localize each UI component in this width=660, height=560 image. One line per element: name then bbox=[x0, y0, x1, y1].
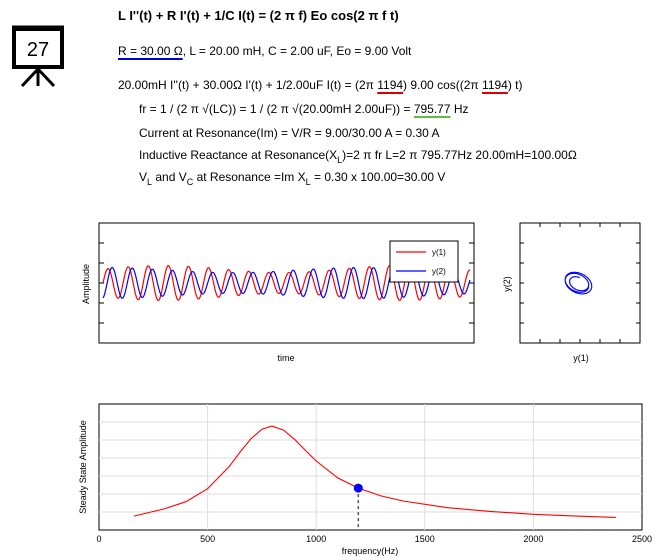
drive-frequency-2: 1194 bbox=[482, 78, 508, 92]
operating-point-marker bbox=[353, 483, 363, 493]
phase-plot-frame bbox=[519, 222, 641, 344]
resonant-frequency-line: fr = 1 / (2 π √(LC)) = 1 / (2 π √(20.00m… bbox=[139, 102, 469, 116]
time-plot: y(1) y(2) Amplitude time bbox=[81, 222, 475, 363]
slide-number-board: 27 bbox=[8, 24, 68, 88]
v-sub-2: C bbox=[186, 177, 194, 187]
time-plot-xlabel: time bbox=[277, 353, 294, 363]
legend-y2-label: y(2) bbox=[432, 267, 446, 276]
v-text-d: = 0.30 x 100.00=30.00 V bbox=[310, 170, 446, 184]
equation-part-1: 20.00mH I''(t) + 30.00Ω I'(t) + 1/2.00uF… bbox=[118, 78, 378, 92]
legend-y1-label: y(1) bbox=[432, 248, 446, 257]
phase-trajectory bbox=[564, 271, 593, 295]
time-plot-ticks bbox=[99, 242, 474, 324]
freq-tick-labels: 0 500 1000 1500 2000 2500 bbox=[96, 534, 652, 544]
v-sub-3: L bbox=[305, 177, 311, 187]
v-sub-1: L bbox=[147, 177, 153, 187]
freq-plot-grid bbox=[99, 404, 642, 530]
freq-x-tick-label: 1500 bbox=[415, 534, 435, 544]
current-text: Current at Resonance(Im) = V/R = 9.00/30… bbox=[139, 126, 440, 140]
circuit-equation: 20.00mH I''(t) + 30.00Ω I'(t) + 1/2.00uF… bbox=[118, 78, 523, 92]
freq-x-tick-label: 1000 bbox=[306, 534, 326, 544]
freq-plot-ylabel: Steady State Amplitude bbox=[78, 420, 88, 514]
freq-x-tick-label: 0 bbox=[96, 534, 101, 544]
reactance-line: Inductive Reactance at Resonance(XL)=2 π… bbox=[139, 148, 577, 165]
title-text: L I''(t) + R I'(t) + 1/C I(t) = (2 π f) … bbox=[118, 8, 399, 23]
freq-plot-frame bbox=[98, 403, 643, 531]
slide-number: 27 bbox=[27, 39, 49, 61]
phase-plot-ticks bbox=[520, 223, 640, 343]
page-title: L I''(t) + R I'(t) + 1/C I(t) = (2 π f) … bbox=[118, 8, 399, 23]
phase-plot: y(2) y(1) bbox=[502, 222, 641, 363]
phase-plot-ylabel: y(2) bbox=[502, 276, 512, 292]
v-text-b: and V bbox=[152, 170, 187, 184]
freq-plot-xlabel: frequency(Hz) bbox=[342, 546, 399, 556]
reactance-sub: L bbox=[337, 155, 343, 165]
phase-plot-xlabel: y(1) bbox=[573, 353, 589, 363]
response-curve bbox=[133, 425, 616, 518]
v-text-c: at Resonance =Im X bbox=[193, 170, 306, 184]
v-text-a: V bbox=[139, 170, 148, 184]
freq-x-tick-label: 2000 bbox=[523, 534, 543, 544]
equation-part-3: ) t) bbox=[507, 78, 523, 92]
drive-frequency-1: 1194 bbox=[377, 78, 404, 92]
presentation-board-icon: 27 bbox=[12, 25, 64, 88]
fr-unit: Hz bbox=[450, 102, 469, 116]
resonance-current-line: Current at Resonance(Im) = V/R = 9.00/30… bbox=[139, 126, 440, 140]
resistance-param: R = 30.00 Ω bbox=[118, 44, 183, 58]
reactance-text-a: Inductive Reactance at Resonance(X bbox=[139, 148, 338, 162]
parameter-line: R = 30.00 Ω, L = 20.00 mH, C = 2.00 uF, … bbox=[118, 44, 411, 58]
frequency-response-chart: 0 500 1000 1500 2000 2500 Steady State Amplit… bbox=[78, 403, 652, 556]
equation-part-2: ) 9.00 cos((2π bbox=[403, 78, 483, 92]
time-plot-legend: y(1) y(2) bbox=[389, 240, 459, 283]
time-plot-ylabel: Amplitude bbox=[81, 264, 91, 304]
other-params: , L = 20.00 mH, C = 2.00 uF, Eo = 9.00 V… bbox=[182, 44, 412, 58]
freq-x-tick-label: 2500 bbox=[632, 534, 652, 544]
fr-formula: fr = 1 / (2 π √(LC)) = 1 / (2 π √(20.00m… bbox=[139, 102, 414, 116]
voltage-line: VL and VC at Resonance =Im XL = 0.30 x 1… bbox=[139, 170, 445, 187]
freq-x-tick-label: 500 bbox=[200, 534, 215, 544]
reactance-text-b: )=2 π fr L=2 π 795.77Hz 20.00mH=100.00Ω bbox=[342, 148, 577, 162]
fr-value: 795.77 bbox=[413, 102, 451, 116]
y2-waveform bbox=[102, 266, 471, 300]
